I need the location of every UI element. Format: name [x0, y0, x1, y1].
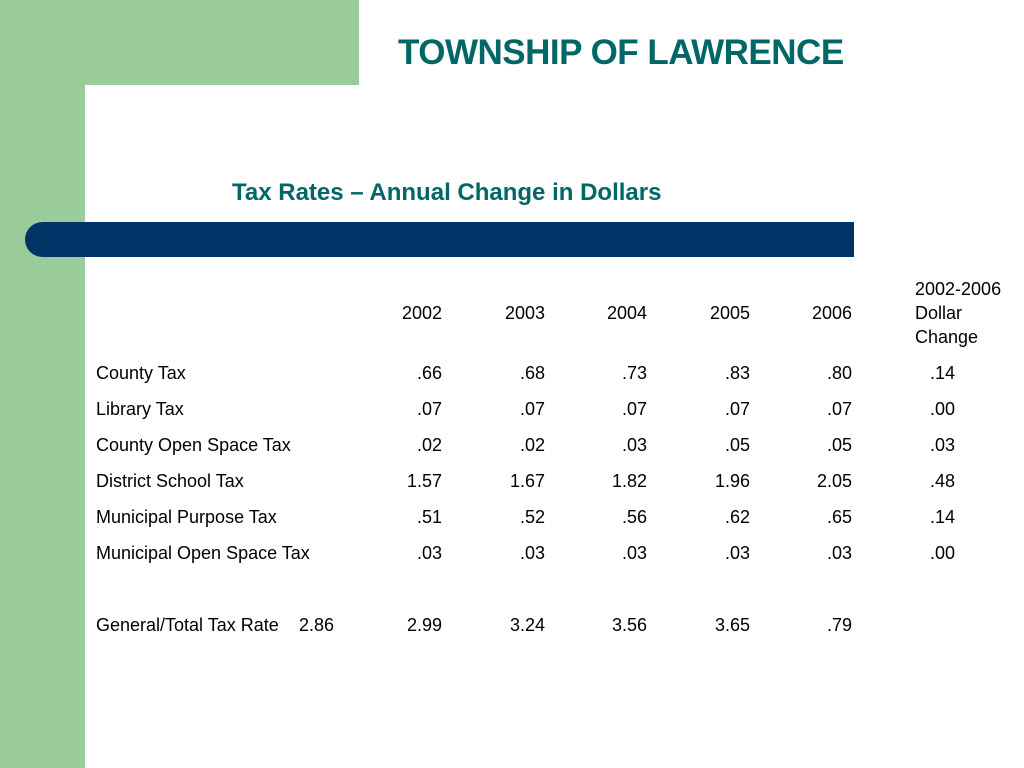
- cell-value: .03: [724, 543, 750, 563]
- cell-value: .03: [621, 543, 647, 563]
- content-panel: [85, 85, 1024, 768]
- total-row-label: General/Total Tax Rate: [96, 615, 279, 635]
- change-header-line-2: Dollar: [915, 303, 963, 323]
- total-value: 3.56: [611, 615, 647, 635]
- cell-change: .00: [929, 543, 955, 563]
- cell-value: .07: [519, 399, 545, 419]
- year-header-2003: 2003: [505, 303, 546, 323]
- cell-value: 1.82: [611, 471, 647, 491]
- change-header-line-3: Change: [915, 327, 979, 347]
- total-value: .79: [826, 615, 852, 635]
- cell-change: .14: [929, 363, 955, 383]
- cell-value: .03: [621, 435, 647, 455]
- cell-value: .73: [621, 363, 647, 383]
- total-value: 2.99: [406, 615, 442, 635]
- year-header-2004: 2004: [607, 303, 648, 323]
- cell-value: .51: [416, 507, 442, 527]
- cell-value: .07: [826, 399, 852, 419]
- total-value: 3.24: [509, 615, 545, 635]
- cell-value: .68: [519, 363, 545, 383]
- cell-change: .48: [929, 471, 955, 491]
- row-label: Municipal Open Space Tax: [96, 543, 310, 563]
- row-label: Library Tax: [96, 399, 184, 419]
- cell-value: .02: [416, 435, 442, 455]
- cell-value: .03: [416, 543, 442, 563]
- row-label: County Tax: [96, 363, 186, 383]
- row-label: Municipal Purpose Tax: [96, 507, 277, 527]
- cell-value: .07: [621, 399, 647, 419]
- cell-value: .62: [724, 507, 750, 527]
- cell-value: .07: [724, 399, 750, 419]
- row-label: District School Tax: [96, 471, 244, 491]
- green-top-band: [85, 0, 359, 85]
- cell-value: .02: [519, 435, 545, 455]
- slide-title: TOWNSHIP OF LAWRENCE: [398, 33, 844, 72]
- navy-divider-bar: [25, 222, 854, 257]
- cell-value: .66: [416, 363, 442, 383]
- total-value: 2.86: [299, 615, 335, 635]
- cell-value: .05: [826, 435, 852, 455]
- cell-value: 2.05: [816, 471, 852, 491]
- year-header-2005: 2005: [710, 303, 751, 323]
- cell-value: .65: [826, 507, 852, 527]
- change-header-line-1: 2002-2006: [915, 279, 1002, 299]
- cell-value: .56: [621, 507, 647, 527]
- cell-value: .83: [724, 363, 750, 383]
- cell-value: .80: [826, 363, 852, 383]
- cell-value: .03: [826, 543, 852, 563]
- total-value: 3.65: [714, 615, 750, 635]
- cell-change: .03: [929, 435, 955, 455]
- year-header-2006: 2006: [812, 303, 853, 323]
- cell-change: .14: [929, 507, 955, 527]
- cell-change: .00: [929, 399, 955, 419]
- cell-value: .05: [724, 435, 750, 455]
- cell-value: 1.96: [714, 471, 750, 491]
- cell-value: .07: [416, 399, 442, 419]
- year-header-2002: 2002: [402, 303, 443, 323]
- row-label: County Open Space Tax: [96, 435, 291, 455]
- cell-value: .52: [519, 507, 545, 527]
- cell-value: 1.57: [406, 471, 442, 491]
- cell-value: 1.67: [509, 471, 545, 491]
- slide-subtitle: Tax Rates – Annual Change in Dollars: [232, 179, 662, 206]
- cell-value: .03: [519, 543, 545, 563]
- green-sidebar-band: [0, 0, 85, 768]
